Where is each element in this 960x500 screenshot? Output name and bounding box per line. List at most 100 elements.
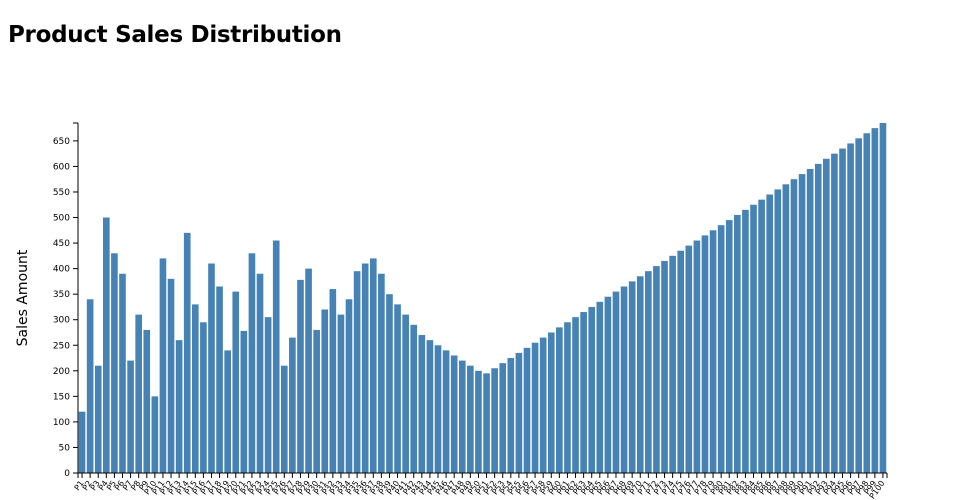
bars-group <box>78 123 887 474</box>
bar-p15 <box>191 304 199 473</box>
bar-p84 <box>750 204 757 473</box>
bar-p80 <box>717 225 725 473</box>
bar-p96 <box>847 143 854 473</box>
bar-p56 <box>523 347 531 473</box>
bar-p87 <box>774 189 782 474</box>
bar-p26 <box>280 365 288 473</box>
bar-p32 <box>329 289 337 473</box>
bar-p62 <box>572 317 579 473</box>
bar-p92 <box>814 163 822 473</box>
bar-p35 <box>353 271 361 473</box>
bar-p74 <box>669 255 676 473</box>
bar-p9 <box>143 329 151 473</box>
bar-p25 <box>272 240 280 473</box>
y-tick-label-0: 0 <box>64 469 70 479</box>
bar-p39 <box>386 294 393 473</box>
bar-p61 <box>564 322 571 473</box>
bar-p47 <box>450 355 458 473</box>
y-tick-label-650: 650 <box>53 137 70 147</box>
bar-p30 <box>313 329 320 473</box>
bar-p59 <box>547 332 555 473</box>
bar-p64 <box>588 306 596 473</box>
chart-title: Product Sales Distribution <box>8 22 342 48</box>
y-axis-title: Sales Amount <box>15 249 31 346</box>
y-tick-label-450: 450 <box>53 239 70 249</box>
bar-p27 <box>289 337 296 473</box>
bar-p82 <box>734 214 741 473</box>
bar-p79 <box>709 230 717 473</box>
y-axis: 0 50 100 150 200 250 300 350 400 450 500 550 600 650 <box>53 122 79 479</box>
bar-p99 <box>871 128 879 474</box>
bar-p2 <box>86 299 94 473</box>
y-tick-label-250: 250 <box>53 341 70 351</box>
bar-p49 <box>467 365 474 473</box>
bar-p24 <box>264 317 272 473</box>
bar-p22 <box>248 253 256 473</box>
bar-p50 <box>475 370 482 473</box>
y-tick-label-600: 600 <box>53 162 70 172</box>
bar-p8 <box>135 314 142 473</box>
y-tick-label-50: 50 <box>59 443 71 453</box>
bar-p90 <box>798 174 806 473</box>
bar-p34 <box>345 299 353 473</box>
bar-p78 <box>701 235 709 473</box>
bar-p14 <box>183 232 191 473</box>
bar-p45 <box>434 345 442 473</box>
bar-p10 <box>151 396 159 473</box>
bar-p70 <box>636 276 644 473</box>
bar-p29 <box>305 268 312 473</box>
bar-p68 <box>620 286 628 473</box>
bar-p86 <box>766 194 774 473</box>
bar-p16 <box>200 322 207 473</box>
bar-p7 <box>127 360 134 473</box>
y-tick-label-300: 300 <box>53 316 70 326</box>
bar-p21 <box>240 330 248 473</box>
bar-p44 <box>426 340 434 473</box>
bar-p55 <box>515 352 523 473</box>
bar-p94 <box>831 153 838 473</box>
y-tick-label-400: 400 <box>53 265 70 275</box>
bar-p31 <box>321 309 329 473</box>
bar-p12 <box>167 278 175 473</box>
y-tick-label-150: 150 <box>53 392 70 402</box>
bar-p41 <box>402 314 409 473</box>
bar-p69 <box>628 281 636 473</box>
bar-p33 <box>337 314 345 473</box>
bar-p51 <box>483 373 490 473</box>
bar-p100 <box>879 123 887 473</box>
bar-p66 <box>604 296 612 473</box>
bar-p77 <box>693 240 701 473</box>
bar-p71 <box>645 271 652 473</box>
bar-p3 <box>94 365 102 473</box>
bar-p36 <box>361 263 369 473</box>
bar-p75 <box>677 250 685 473</box>
bar-p20 <box>232 291 240 473</box>
bar-p52 <box>491 368 498 473</box>
bar-p18 <box>216 286 223 473</box>
bar-p48 <box>458 360 466 473</box>
bar-p58 <box>539 337 547 473</box>
bar-p38 <box>378 273 385 473</box>
bar-p91 <box>806 168 814 474</box>
bar-p43 <box>418 335 426 473</box>
bar-p1 <box>78 411 86 473</box>
bar-p98 <box>863 133 871 473</box>
bar-p60 <box>556 327 563 473</box>
bar-p57 <box>531 342 539 473</box>
bar-p54 <box>507 358 515 473</box>
bar-p11 <box>159 258 167 473</box>
bar-p53 <box>499 363 507 473</box>
y-tick-label-350: 350 <box>53 290 70 300</box>
bar-p17 <box>208 263 215 473</box>
bar-p6 <box>119 273 126 473</box>
bar-p46 <box>442 350 450 473</box>
bar-p5 <box>111 253 118 473</box>
bar-p97 <box>855 138 862 473</box>
bar-p67 <box>612 291 620 473</box>
bar-p19 <box>224 350 231 473</box>
bar-p73 <box>661 260 668 473</box>
bar-p13 <box>175 340 183 473</box>
bar-p63 <box>580 312 587 473</box>
x-axis: P1P2P3P4P5P6P7P8P9P10P11P12P13P14P15P16P… <box>73 472 888 500</box>
